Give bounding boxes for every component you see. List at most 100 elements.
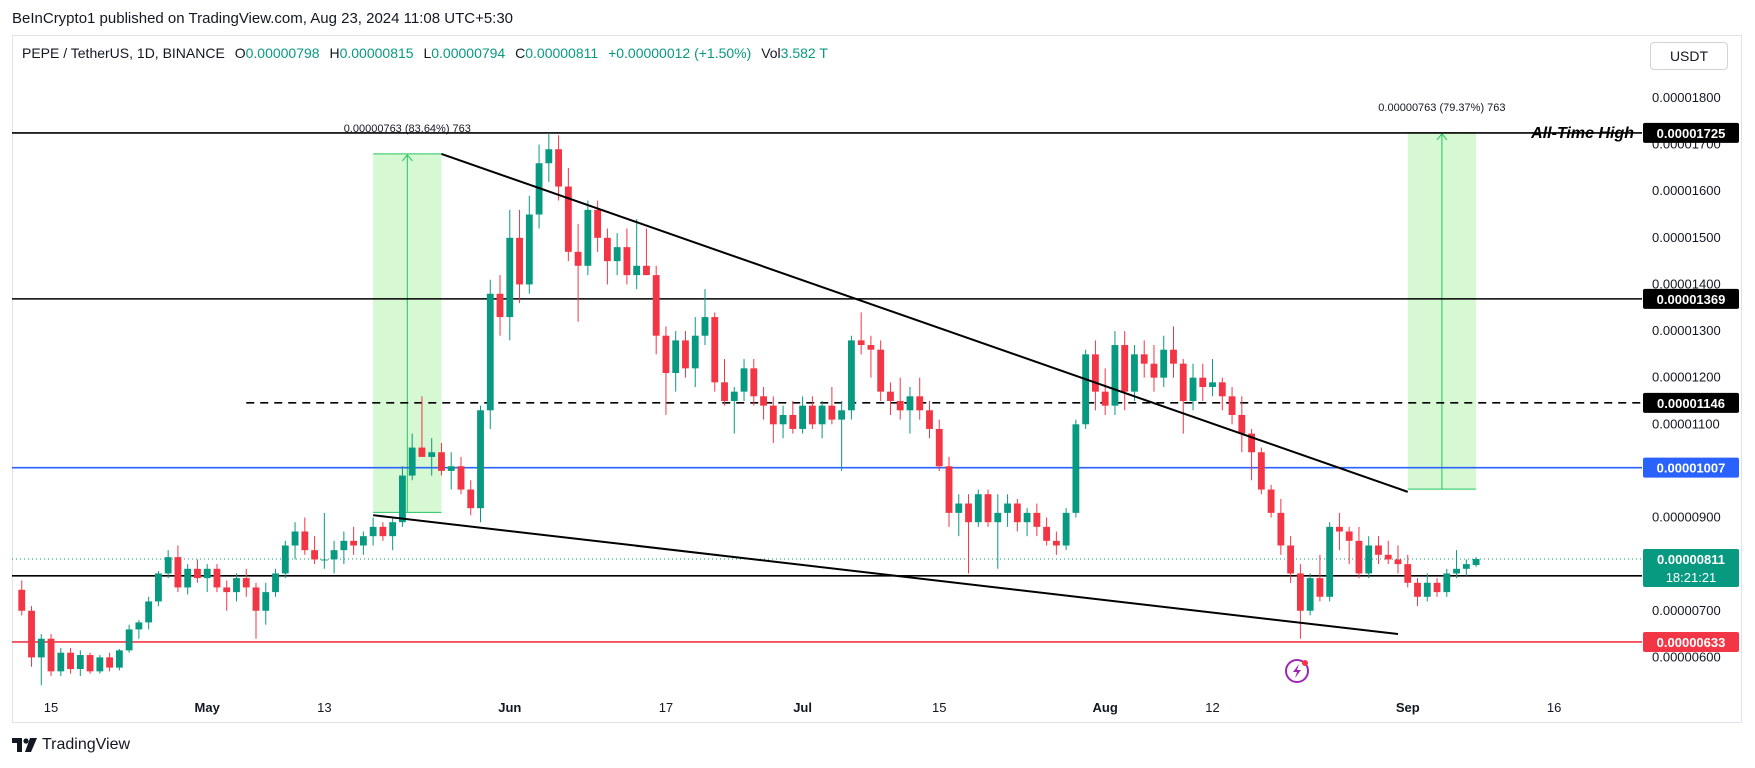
candle-body xyxy=(96,657,104,672)
candle-body xyxy=(223,587,231,593)
candle-body xyxy=(769,405,777,425)
candle xyxy=(603,228,611,285)
candle xyxy=(643,228,650,276)
candle-body xyxy=(838,410,846,420)
close-value: 0.00000811 xyxy=(525,45,599,61)
candle-body xyxy=(623,247,631,276)
price-badge-text: 0.00001725 xyxy=(1657,126,1726,141)
candle xyxy=(711,312,719,392)
candle xyxy=(701,289,709,346)
candle xyxy=(613,233,621,276)
candle-body xyxy=(496,293,504,318)
candle xyxy=(1160,335,1168,387)
candle-body xyxy=(994,512,1002,523)
candle-body xyxy=(213,568,221,588)
candle xyxy=(877,340,885,401)
candle-body xyxy=(242,578,250,588)
price-badge: 0.00001725 xyxy=(1643,122,1739,143)
candle-body xyxy=(301,531,309,551)
candle-body xyxy=(906,396,914,411)
candle xyxy=(37,634,45,686)
candle-body xyxy=(18,589,26,611)
price-badge-text: 0.00001007 xyxy=(1657,461,1726,476)
candle-body xyxy=(984,494,992,523)
candle-body xyxy=(691,335,699,369)
candle-body xyxy=(701,317,709,336)
candle-body xyxy=(1111,345,1119,406)
candle-body xyxy=(408,447,416,476)
y-tick-label: 0.00001100 xyxy=(1652,416,1720,431)
candle xyxy=(1443,568,1451,597)
trendline xyxy=(441,152,1409,493)
candle-body xyxy=(359,536,367,546)
candle-body xyxy=(965,503,972,523)
symbol-title: PEPE / TetherUS, 1D, BINANCE xyxy=(22,45,225,61)
candle-body xyxy=(1423,582,1431,597)
candle xyxy=(272,568,279,597)
close-label: C xyxy=(515,45,526,61)
candle-body xyxy=(252,587,260,611)
candle-body xyxy=(1101,391,1109,406)
price-badge-bg xyxy=(1643,288,1739,309)
high-label: H xyxy=(329,45,340,61)
currency-button[interactable]: USDT xyxy=(1650,42,1728,70)
candle xyxy=(691,317,699,387)
x-tick-label: 13 xyxy=(317,700,331,715)
candle xyxy=(916,377,924,420)
candle xyxy=(926,400,933,439)
candle xyxy=(994,494,1002,569)
candle xyxy=(545,132,553,182)
candle-body xyxy=(1287,545,1295,574)
candle-body xyxy=(760,396,767,406)
price-badge-bg xyxy=(1643,631,1739,652)
candle xyxy=(106,652,114,672)
candle xyxy=(477,405,484,523)
candle xyxy=(135,620,143,639)
candle xyxy=(1033,503,1041,537)
lightning-icon[interactable] xyxy=(1285,659,1309,683)
candle xyxy=(262,582,270,625)
candle-body xyxy=(847,340,855,411)
price-badge: 0.00000633 xyxy=(1643,631,1739,652)
candle-body xyxy=(115,650,123,668)
candle-body xyxy=(574,251,582,266)
candle xyxy=(369,517,377,546)
candle xyxy=(652,265,660,355)
candle xyxy=(57,648,65,677)
candle-body xyxy=(330,550,338,560)
candle xyxy=(1355,526,1363,579)
candle xyxy=(1131,345,1138,401)
candle xyxy=(18,580,26,616)
candle-body xyxy=(1199,377,1207,387)
candle xyxy=(574,223,582,322)
candle-body xyxy=(887,391,894,401)
candle-body xyxy=(1443,573,1451,593)
measure-label: 0.00000763 (79.37%) 763 xyxy=(1378,102,1505,114)
candle-body xyxy=(106,657,114,668)
candle xyxy=(76,650,84,677)
candle-body xyxy=(76,655,84,670)
candle-body xyxy=(711,317,719,383)
candle-body xyxy=(750,368,758,397)
y-tick-label: 0.00001600 xyxy=(1652,183,1721,198)
candle-body xyxy=(340,540,348,551)
change-value: +0.00000012 (+1.50%) xyxy=(608,45,752,61)
candle-body xyxy=(57,652,65,672)
candle-body xyxy=(1052,540,1060,546)
candle xyxy=(896,377,904,420)
candle-body xyxy=(1072,424,1080,513)
candle xyxy=(242,568,250,597)
candle-body xyxy=(1228,396,1236,415)
candle xyxy=(359,531,367,555)
candle xyxy=(291,522,299,560)
candle xyxy=(252,582,260,639)
tradingview-logo[interactable]: TradingView xyxy=(12,736,130,754)
candle-body xyxy=(1345,531,1353,541)
candle xyxy=(486,279,494,429)
candle-body xyxy=(28,610,35,658)
candle xyxy=(1238,396,1246,453)
candle xyxy=(1316,554,1324,602)
candle xyxy=(1472,557,1480,567)
candle-body xyxy=(926,410,933,429)
